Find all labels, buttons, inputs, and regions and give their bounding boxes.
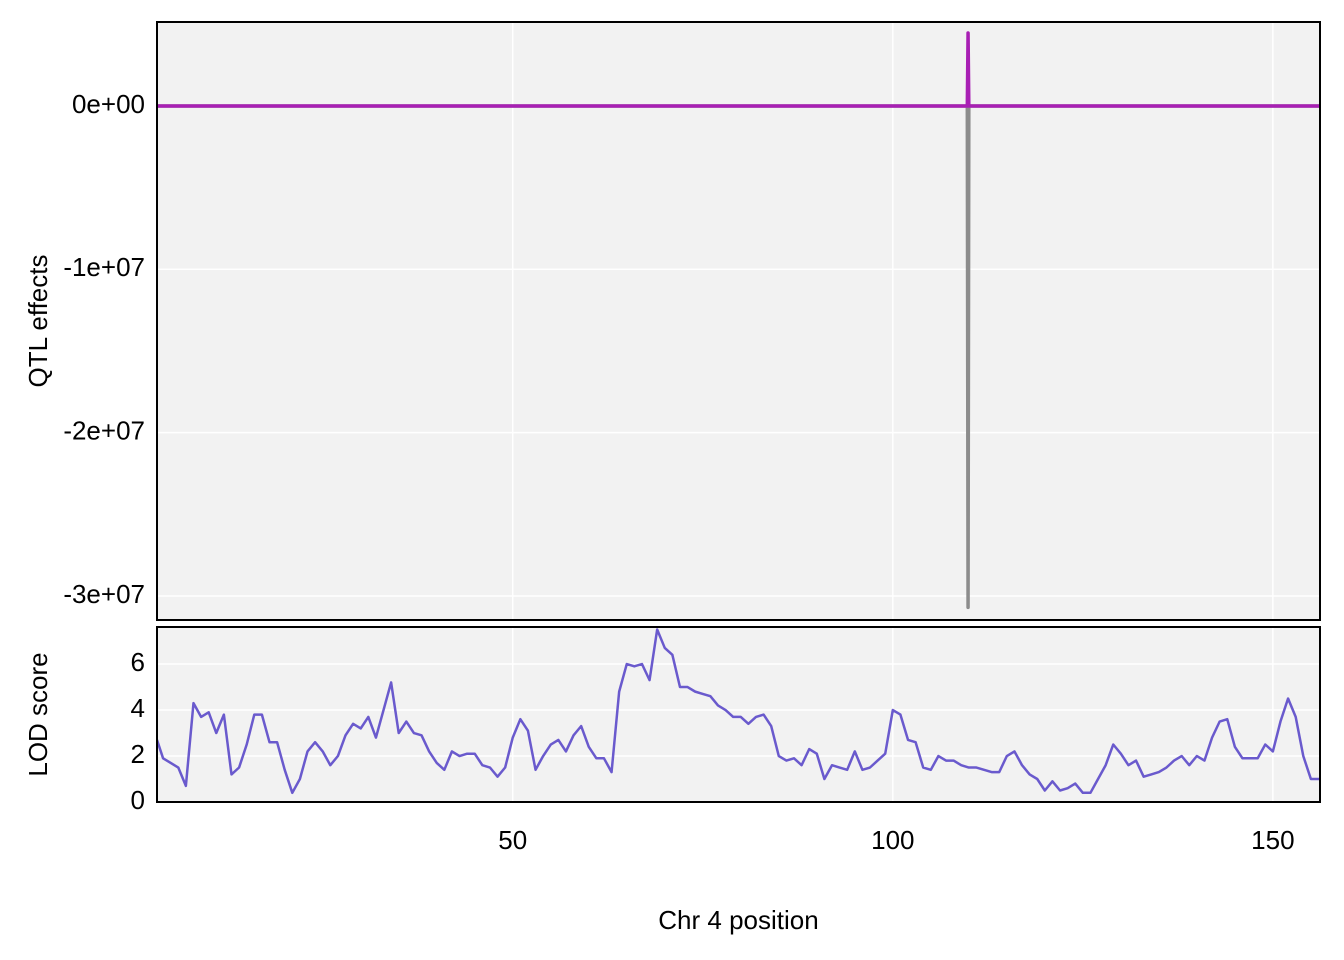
data-line	[157, 31, 1320, 108]
y-tick-label: 6	[131, 647, 145, 677]
y-tick-label: 4	[131, 693, 145, 723]
y-tick-label: -1e+07	[63, 252, 145, 282]
x-tick-label: 50	[498, 825, 527, 855]
y-tick-label: -2e+07	[63, 416, 145, 446]
x-axis-label: Chr 4 position	[658, 905, 818, 935]
panel-background	[157, 627, 1320, 802]
y-tick-label: 2	[131, 739, 145, 769]
y-tick-label: -3e+07	[63, 579, 145, 609]
data-line	[157, 628, 1320, 795]
panel-border	[156, 626, 1321, 803]
y-tick-label: 0	[131, 785, 145, 815]
y-axis-label: QTL effects	[23, 255, 53, 388]
x-tick-label: 150	[1251, 825, 1294, 855]
panel-border	[156, 21, 1321, 621]
y-axis-label: LOD score	[23, 652, 53, 776]
y-tick-label: 0e+00	[72, 89, 145, 119]
panel-background	[157, 22, 1320, 620]
x-tick-label: 100	[871, 825, 914, 855]
